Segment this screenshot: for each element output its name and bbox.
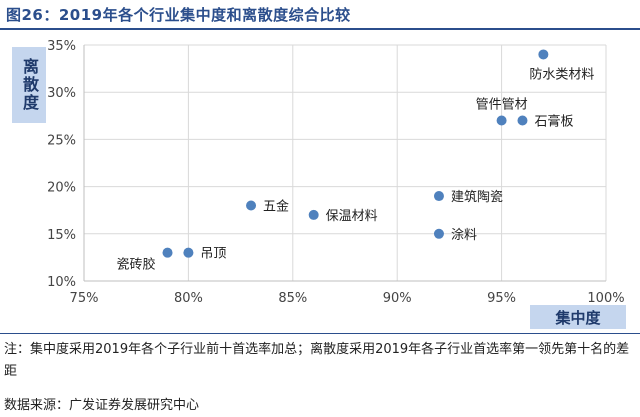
divider	[0, 333, 640, 334]
data-point	[308, 209, 319, 220]
x-tick-label: 90%	[383, 291, 412, 306]
data-point	[246, 200, 257, 211]
x-tick-label: 80%	[174, 291, 203, 306]
data-point-label: 建筑陶瓷	[451, 189, 503, 205]
data-point	[162, 247, 173, 258]
x-tick-label: 100%	[587, 291, 624, 306]
x-tick-label: 95%	[487, 291, 516, 306]
figure-title-bar: 图26：2019年各个行业集中度和离散度综合比较	[0, 0, 640, 30]
y-tick-label: 10%	[47, 275, 76, 290]
data-point-label: 涂料	[451, 227, 477, 243]
y-tick-label: 30%	[47, 86, 76, 101]
y-tick-label: 15%	[47, 228, 76, 243]
data-point-label: 管件管材	[476, 98, 528, 113]
x-axis-label-box: 集中度	[530, 305, 626, 329]
y-axis-label-box: 离散度	[12, 47, 46, 123]
data-point	[433, 228, 444, 239]
x-tick-label: 85%	[278, 291, 307, 306]
y-tick-label: 35%	[47, 39, 76, 54]
data-point-label: 保温材料	[326, 209, 378, 224]
data-point	[538, 49, 549, 60]
data-point-label: 五金	[263, 198, 289, 214]
figure-title: 图26：2019年各个行业集中度和离散度综合比较	[6, 5, 351, 24]
data-point-label: 石膏板	[534, 114, 573, 130]
data-point-label: 吊顶	[200, 247, 226, 262]
data-point	[433, 191, 444, 202]
y-axis-label: 离散度	[20, 58, 39, 112]
x-axis-label: 集中度	[555, 308, 601, 327]
data-point	[496, 115, 507, 126]
data-point-label: 瓷砖胶	[117, 257, 156, 273]
data-point-label: 防水类材料	[529, 66, 594, 82]
scatter-chart: 10% 15% 20% 25% 30% 35% 75% 80% 85% 90% 95% 100% 防水类…	[47, 39, 624, 306]
chart-source: 数据来源：广发证券发展研究中心	[4, 398, 200, 413]
y-tick-label: 20%	[47, 181, 76, 196]
y-tick-label: 25%	[47, 133, 76, 148]
data-point	[183, 247, 194, 258]
data-point	[517, 115, 528, 126]
chart-note: 注：集中度采用2019年各个子行业前十首选率加总；离散度采用2019年各子行业首…	[4, 342, 630, 379]
x-tick-label: 75%	[70, 291, 99, 306]
